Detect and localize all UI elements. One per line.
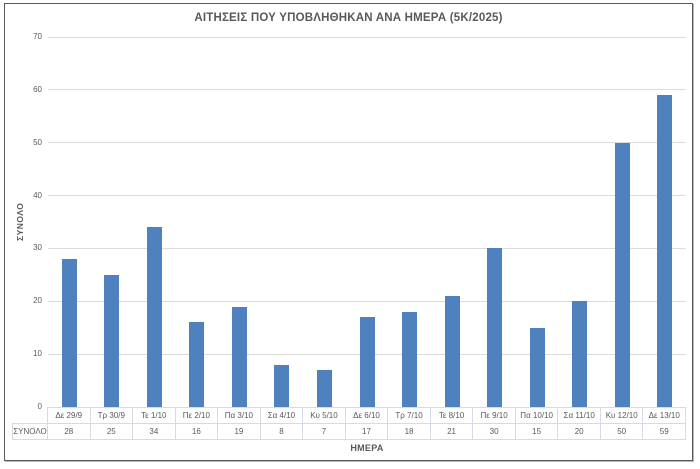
value-cell-Πα 10/10: 15 bbox=[515, 424, 559, 440]
category-label: Πε 2/10 bbox=[175, 407, 219, 424]
category-label: Πα 3/10 bbox=[218, 407, 261, 424]
bar-Τε 1/10 bbox=[146, 227, 162, 407]
chart-frame: ΑΙΤΗΣΕΙΣ ΠΟΥ ΥΠΟΒΛΗΘΗΚΑΝ ΑΝΑ ΗΜΕΡΑ (5Κ/2… bbox=[4, 3, 693, 461]
bar-Κυ 5/10 bbox=[316, 370, 332, 407]
y-tick-label-50: 50 bbox=[33, 137, 42, 147]
y-tick-label-0: 0 bbox=[37, 402, 42, 411]
value-cell-Δε 6/10: 17 bbox=[345, 424, 389, 440]
bar-Δε 29/9 bbox=[61, 259, 77, 407]
gridline-y-30 bbox=[48, 247, 686, 249]
plot-area bbox=[48, 36, 686, 407]
bar-Πε 9/10 bbox=[487, 248, 503, 407]
gridline-y-50 bbox=[48, 142, 686, 144]
bar-Τρ 30/9 bbox=[104, 274, 120, 407]
category-label: Σα 11/10 bbox=[558, 407, 601, 424]
category-label: Τε 8/10 bbox=[430, 407, 474, 424]
category-label: Σα 4/10 bbox=[260, 407, 304, 424]
gridline-y-60 bbox=[48, 89, 686, 91]
category-label: Πε 9/10 bbox=[473, 407, 516, 424]
data-table: Δε 29/9 Τρ 30/9 Τε 1/10 Πε 2/10 Πα 3/10 Σα 4/… bbox=[12, 407, 686, 440]
bar-Δε 6/10 bbox=[359, 317, 375, 407]
value-cell-Τρ 30/9: 25 bbox=[90, 424, 134, 440]
y-tick-label-10: 10 bbox=[33, 349, 42, 359]
y-tick-label-60: 60 bbox=[33, 84, 42, 94]
category-label: Κυ 12/10 bbox=[600, 407, 644, 424]
bar-Πε 2/10 bbox=[189, 322, 205, 407]
value-cell-Σα 4/10: 8 bbox=[260, 424, 304, 440]
data-table-corner-cell bbox=[12, 407, 48, 424]
gridline-y-70 bbox=[48, 36, 686, 38]
value-cell-Σα 11/10: 20 bbox=[558, 424, 601, 440]
value-cell-Δε 29/9: 28 bbox=[48, 424, 91, 440]
gridline-y-40 bbox=[48, 195, 686, 197]
gridline-y-20 bbox=[48, 300, 686, 302]
data-table-row-header: ΣΥΝΟΛΟ bbox=[12, 424, 48, 440]
value-cell-Τρ 7/10: 18 bbox=[388, 424, 431, 440]
category-label: Δε 6/10 bbox=[345, 407, 389, 424]
y-tick-label-70: 70 bbox=[33, 32, 42, 41]
category-label: Τρ 30/9 bbox=[90, 407, 134, 424]
value-cell-Πα 3/10: 19 bbox=[218, 424, 261, 440]
bar-Τρ 7/10 bbox=[402, 311, 418, 407]
category-label: Τε 1/10 bbox=[133, 407, 176, 424]
bar-Πα 10/10 bbox=[529, 327, 545, 407]
value-cell-Δε 13/10: 59 bbox=[643, 424, 686, 440]
y-tick-label-40: 40 bbox=[33, 190, 42, 200]
bar-Τε 8/10 bbox=[444, 296, 460, 407]
category-label: Δε 13/10 bbox=[643, 407, 686, 424]
value-cell-Πε 2/10: 16 bbox=[175, 424, 219, 440]
bar-Πα 3/10 bbox=[231, 306, 247, 407]
value-cell-Τε 8/10: 21 bbox=[430, 424, 474, 440]
bar-Κυ 12/10 bbox=[614, 142, 630, 407]
value-cell-Τε 1/10: 34 bbox=[133, 424, 176, 440]
category-label: Κυ 5/10 bbox=[303, 407, 346, 424]
y-tick-label-30: 30 bbox=[33, 243, 42, 253]
category-label: Δε 29/9 bbox=[48, 407, 91, 424]
value-cell-Πε 9/10: 30 bbox=[473, 424, 516, 440]
category-label: Τρ 7/10 bbox=[388, 407, 431, 424]
chart-title: ΑΙΤΗΣΕΙΣ ΠΟΥ ΥΠΟΒΛΗΘΗΚΑΝ ΑΝΑ ΗΜΕΡΑ (5Κ/2… bbox=[194, 12, 503, 24]
bar-Δε 13/10 bbox=[657, 95, 673, 407]
value-cell-Κυ 12/10: 50 bbox=[600, 424, 644, 440]
x-axis-title: ΗΜΕΡΑ bbox=[350, 443, 384, 453]
value-cell-Κυ 5/10: 7 bbox=[303, 424, 346, 440]
bar-Σα 11/10 bbox=[572, 301, 588, 407]
category-label: Πα 10/10 bbox=[515, 407, 559, 424]
y-tick-label-20: 20 bbox=[33, 296, 42, 306]
bar-Σα 4/10 bbox=[274, 364, 290, 407]
